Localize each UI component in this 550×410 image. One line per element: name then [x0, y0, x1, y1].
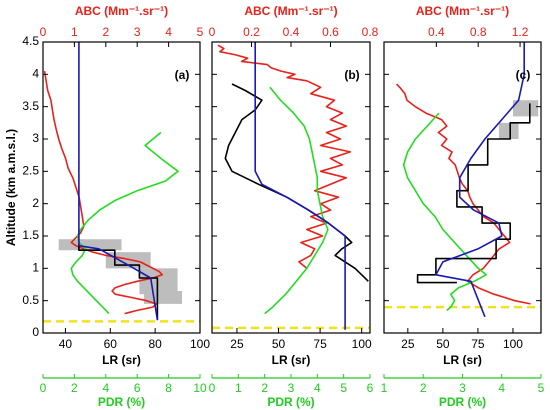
pdr-tick-label: 0: [209, 381, 216, 395]
bottom-tick-label: 100: [352, 337, 372, 351]
pdr-tick-label: 4: [102, 381, 109, 395]
profile-line: [396, 83, 531, 305]
uncertainty-box: [105, 252, 151, 269]
bottom-tick-label: 60: [104, 337, 118, 351]
pdr-tick-label: 5: [340, 381, 347, 395]
uncertainty-box: [512, 100, 539, 117]
top-axis-title: ABC (Mm⁻¹.sr⁻¹): [416, 4, 509, 18]
bottom-axis-title: LR (sr): [443, 353, 482, 367]
bottom-axis-title: LR (sr): [102, 353, 141, 367]
profile-line: [217, 44, 352, 269]
y-tick-label: 0: [32, 325, 39, 339]
panel-label: (a): [175, 68, 190, 82]
top-tick-label: 0: [209, 25, 216, 39]
pdr-axis-title: PDR (%): [267, 395, 314, 409]
y-tick-label: 3.5: [22, 99, 39, 113]
pdr-tick-label: 4: [314, 381, 321, 395]
top-tick-label: 0.8: [470, 25, 487, 39]
profile-line: [254, 42, 346, 330]
pdr-tick-label: 6: [134, 381, 141, 395]
y-tick-label: 1.5: [22, 228, 39, 242]
plot-area: [384, 42, 541, 318]
bottom-tick-label: 25: [230, 337, 244, 351]
pdr-tick-label: 2: [420, 381, 427, 395]
uncertainty-box: [58, 239, 122, 251]
top-tick-label: 3: [134, 25, 141, 39]
bottom-tick-label: 100: [503, 337, 523, 351]
panel-label: (b): [344, 68, 359, 82]
profile-line: [43, 70, 164, 315]
top-tick-label: 0.8: [362, 25, 379, 39]
top-axis-title: ABC (Mm⁻¹.sr⁻¹): [244, 4, 337, 18]
bottom-tick-label: 75: [471, 337, 485, 351]
plot-area: [43, 42, 200, 323]
uncertainty-box: [498, 122, 519, 139]
pdr-tick-label: 1: [381, 381, 388, 395]
y-tick-label: 2.5: [22, 164, 39, 178]
profile-line: [78, 42, 159, 321]
top-tick-label: 1: [71, 25, 78, 39]
pdr-tick-label: 5: [538, 381, 545, 395]
bottom-tick-label: 25: [401, 337, 415, 351]
profile-line: [402, 112, 487, 312]
pdr-tick-label: 6: [367, 381, 374, 395]
plot-area: [212, 42, 370, 330]
bottom-tick-label: 50: [272, 337, 286, 351]
pdr-tick-label: 2: [261, 381, 268, 395]
pdr-tick-label: 1: [235, 381, 242, 395]
pdr-tick-label: 0: [40, 381, 47, 395]
y-tick-label: 1: [32, 261, 39, 275]
pdr-tick-label: 3: [288, 381, 295, 395]
panel-frame: [383, 41, 542, 334]
top-tick-label: 1.2: [512, 25, 529, 39]
y-tick-label: 4.5: [22, 34, 39, 48]
top-tick-label: 5: [197, 25, 204, 39]
pdr-tick-label: 3: [459, 381, 466, 395]
y-axis-title: Altitude (km a.m.s.l.): [4, 129, 18, 246]
top-axis-title: ABC (Mm⁻¹.sr⁻¹): [75, 4, 168, 18]
uncertainty-box: [139, 268, 178, 295]
top-tick-label: 0.6: [322, 25, 339, 39]
y-tick-label: 3: [32, 131, 39, 145]
profile-line: [264, 86, 329, 315]
top-tick-label: 0.4: [283, 25, 300, 39]
pdr-axis-title: PDR (%): [439, 395, 486, 409]
top-tick-label: 2: [102, 25, 109, 39]
top-tick-label: 0.2: [243, 25, 260, 39]
top-tick-label: 0: [40, 25, 47, 39]
top-tick-label: 0.4: [428, 25, 445, 39]
bottom-tick-label: 75: [313, 337, 327, 351]
pdr-tick-label: 8: [165, 381, 172, 395]
bottom-tick-label: 100: [190, 337, 210, 351]
profile-line: [435, 42, 525, 318]
top-tick-label: 4: [165, 25, 172, 39]
pdr-axis-title: PDR (%): [98, 395, 145, 409]
y-tick-label: 2: [32, 196, 39, 210]
bottom-axis-title: LR (sr): [272, 353, 311, 367]
y-tick-label: 0.5: [22, 293, 39, 307]
bottom-tick-label: 40: [59, 337, 73, 351]
profile-line: [224, 83, 369, 282]
y-tick-label: 4: [32, 67, 39, 81]
panel-frame: [42, 41, 201, 334]
pdr-tick-label: 4: [498, 381, 505, 395]
panel-label: (c): [516, 68, 531, 82]
bottom-tick-label: 80: [148, 337, 162, 351]
profile-line: [416, 103, 531, 284]
pdr-tick-label: 2: [71, 381, 78, 395]
pdr-tick-label: 10: [193, 381, 207, 395]
bottom-tick-label: 50: [436, 337, 450, 351]
